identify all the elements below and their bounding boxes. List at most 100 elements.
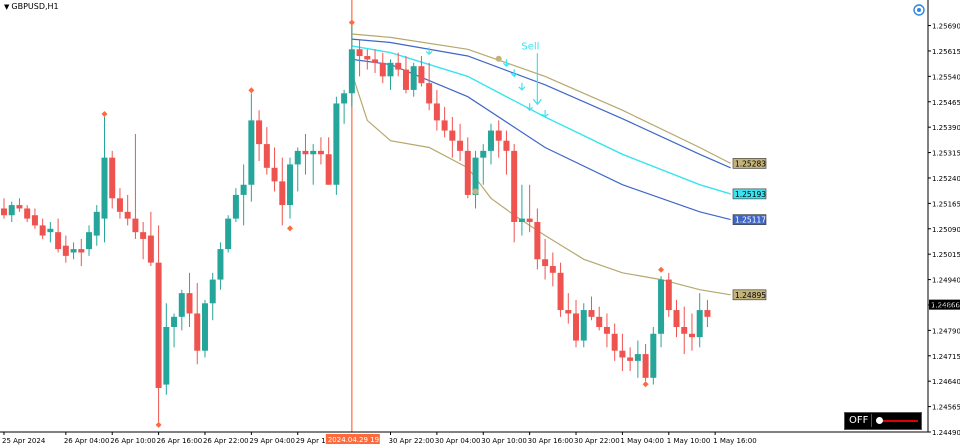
y-tick-label: 1.25015 — [932, 251, 960, 259]
y-tick-label: 1.25240 — [932, 175, 960, 183]
candle-body — [495, 130, 502, 141]
sell-signal-label: Sell — [521, 41, 539, 52]
candle-body — [410, 66, 417, 90]
candle-body — [178, 293, 185, 317]
candle-body — [225, 218, 232, 250]
candle-body — [696, 310, 703, 338]
y-tick-label: 1.25540 — [932, 73, 960, 81]
sell-arrow-icon — [541, 110, 549, 118]
high-diamond-marker — [248, 87, 255, 94]
y-tick-label: 1.25615 — [932, 48, 960, 56]
candle-body — [101, 157, 108, 219]
candle-body — [294, 150, 301, 165]
sell-arrow-icon — [425, 47, 433, 56]
x-tick-label: 25 Apr 2024 — [2, 437, 46, 445]
candle-body — [395, 62, 402, 70]
y-tick-label: 1.24790 — [932, 327, 960, 335]
band-price-label-box — [732, 158, 767, 169]
candle-body — [86, 232, 93, 250]
candle-body — [681, 327, 688, 334]
y-tick-label: 1.25690 — [932, 23, 960, 31]
candle-body — [511, 150, 518, 222]
candle-body — [387, 62, 394, 77]
candle-body — [155, 262, 162, 388]
candle-body — [348, 49, 355, 94]
candle-body — [634, 354, 641, 361]
x-tick-label: 1 May 04:00 — [620, 437, 664, 445]
candle-body — [341, 93, 348, 104]
candle-body — [518, 218, 525, 222]
candle-body — [232, 194, 239, 219]
candle-body — [263, 144, 270, 168]
candle-body — [1, 208, 7, 216]
y-tick-label: 1.25315 — [932, 150, 960, 158]
candle-body — [658, 279, 665, 334]
candle-body — [549, 266, 556, 273]
candle-body — [171, 316, 178, 327]
candle-body — [534, 222, 541, 260]
candle-body — [611, 333, 618, 351]
candle-body — [619, 350, 626, 358]
candle-body — [426, 83, 433, 104]
candle-body — [302, 150, 309, 155]
band-price-label: 1.25193 — [735, 190, 766, 199]
high-diamond-marker — [658, 266, 665, 273]
current-price-box — [929, 299, 960, 310]
y-tick-label: 1.24715 — [932, 353, 960, 361]
candle-body — [449, 130, 456, 141]
low-diamond-marker — [155, 421, 162, 428]
x-tick-label: 30 Apr 22:00 — [389, 437, 435, 445]
band-price-label-box — [732, 289, 767, 301]
candle-body — [418, 66, 425, 84]
sell-arrow-icon — [510, 69, 518, 78]
auto-trading-toggle[interactable]: OFF — [844, 412, 922, 430]
x-tick-label: 26 Apr 16:00 — [157, 437, 203, 445]
candle-body — [333, 103, 340, 185]
candle-body — [317, 150, 324, 155]
candle-body — [279, 181, 286, 206]
candle-body — [271, 167, 278, 182]
x-tick-label: 30 Apr 04:00 — [435, 437, 481, 445]
toggle-switch[interactable] — [871, 414, 920, 427]
time-marker-label: 2024.04.29 19:00 — [328, 436, 390, 444]
candle-body — [248, 120, 255, 185]
candle-body — [356, 49, 363, 57]
high-diamond-marker — [101, 111, 108, 117]
candle-body — [433, 103, 440, 121]
candle-body — [402, 69, 409, 90]
settings-icon[interactable] — [913, 4, 925, 16]
sell-arrow-icon — [503, 59, 510, 68]
candle-body — [39, 225, 46, 236]
low-diamond-marker — [642, 381, 649, 388]
candle-body — [256, 120, 263, 145]
dropdown-arrow-icon[interactable]: ▼ — [4, 3, 10, 11]
band-upper — [351, 38, 731, 169]
current-price-label: 1.24866 — [931, 302, 960, 310]
band-price-label: 1.24895 — [735, 291, 766, 300]
band-price-label: 1.25117 — [735, 216, 766, 225]
candle-body — [650, 333, 657, 378]
high-diamond-marker — [348, 19, 355, 26]
candle-body — [116, 198, 123, 212]
band-price-label: 1.25283 — [735, 159, 766, 168]
y-tick-label: 1.24940 — [932, 277, 960, 285]
candle-body — [325, 154, 332, 185]
candle-body — [487, 130, 494, 151]
candle-body — [441, 120, 448, 131]
toggle-knob[interactable] — [876, 417, 883, 424]
candle-body — [704, 310, 711, 317]
candle-body — [588, 310, 595, 317]
candle-body — [78, 249, 85, 253]
candle-body — [55, 232, 62, 250]
toggle-label: OFF — [849, 415, 869, 426]
candle-body — [472, 157, 479, 195]
x-tick-label: 26 Apr 22:00 — [203, 437, 249, 445]
low-diamond-marker — [287, 225, 294, 232]
candle-body — [209, 279, 216, 304]
candle-body — [8, 205, 15, 216]
candle-body — [580, 310, 587, 341]
candle-body — [194, 313, 201, 351]
candle-body — [201, 303, 208, 351]
candle-body — [93, 211, 100, 236]
